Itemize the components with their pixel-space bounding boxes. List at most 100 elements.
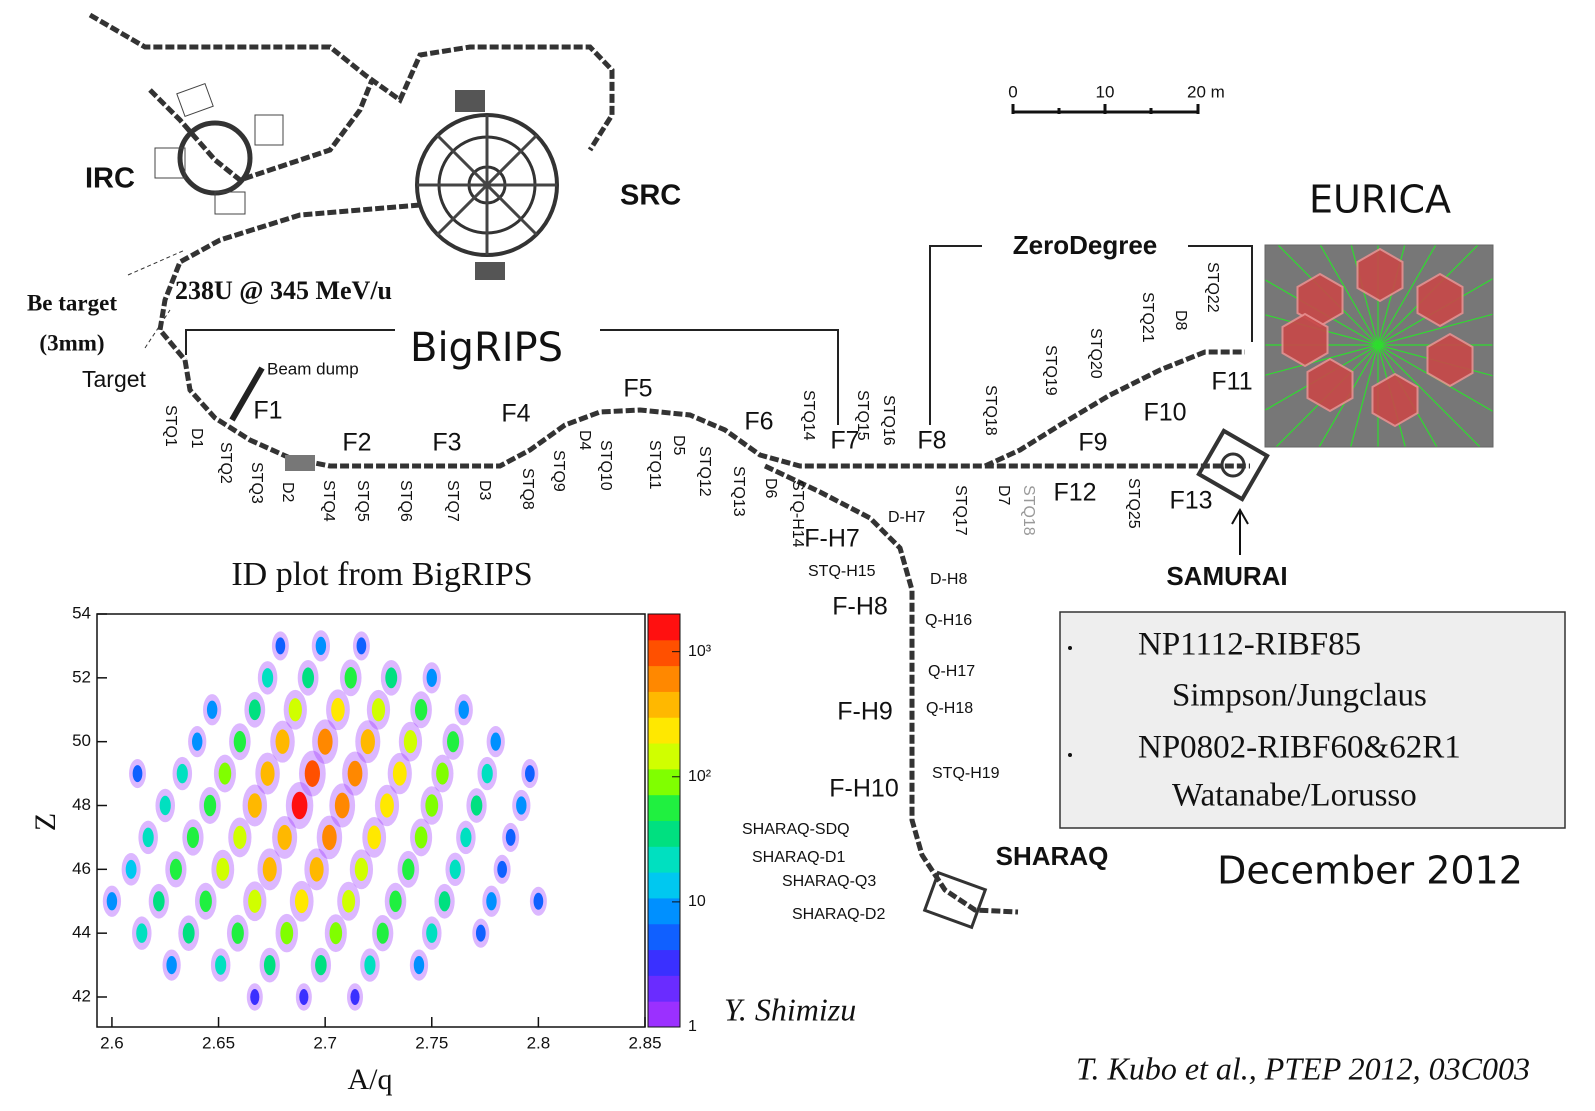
blob xyxy=(280,922,293,944)
y-tick-label: 52 xyxy=(72,667,91,686)
blob xyxy=(393,761,407,785)
blob xyxy=(263,857,277,882)
blob xyxy=(299,989,308,1005)
y-tick-label: 44 xyxy=(72,923,91,942)
blob xyxy=(345,667,357,689)
blob xyxy=(276,637,286,654)
blob xyxy=(318,729,333,755)
blob xyxy=(415,699,427,721)
blob xyxy=(310,857,324,882)
magnet-label: D7 xyxy=(995,485,1012,506)
magnet-label: D4 xyxy=(576,430,593,451)
experiment-people: Simpson/Jungclaus xyxy=(1172,678,1427,714)
magnet-label: STQ5 xyxy=(354,480,371,522)
colorbar-step xyxy=(648,872,680,898)
blob xyxy=(107,892,117,910)
magnet-label: STQ7 xyxy=(444,480,461,522)
magnet-label: SHARAQ-Q3 xyxy=(782,873,876,890)
blob xyxy=(389,890,401,912)
magnet-label: SHARAQ-SDQ xyxy=(742,821,850,838)
blob xyxy=(404,730,417,753)
irc-label: IRC xyxy=(85,163,135,195)
be-target-label: Be target xyxy=(27,290,117,315)
colorbar-step xyxy=(648,743,680,769)
y-tick-label: 50 xyxy=(72,731,91,750)
blob xyxy=(295,889,309,913)
colorbar-step xyxy=(648,640,680,666)
colorbar-tick-label: 10 xyxy=(688,893,706,910)
magnet-label: Q-H18 xyxy=(926,700,973,717)
magnet-label: D8 xyxy=(1172,310,1189,331)
magnet-label: STQ-H15 xyxy=(808,563,876,580)
colorbar-step xyxy=(648,769,680,795)
colorbar-step xyxy=(648,666,680,692)
sharaq-label: SHARAQ xyxy=(996,841,1109,871)
focal-plane-label: F6 xyxy=(744,408,773,436)
zerodegree-bracket xyxy=(930,246,982,425)
bullet xyxy=(1068,753,1072,757)
magnet-label: STQ8 xyxy=(519,468,536,510)
magnet-label: STQ4 xyxy=(320,480,337,522)
blob xyxy=(277,825,291,850)
focal-plane-label: F1 xyxy=(253,397,282,425)
blob xyxy=(342,890,355,913)
blob xyxy=(372,698,385,721)
blob xyxy=(136,923,147,943)
focal-plane-label: F4 xyxy=(501,400,530,428)
colorbar-step xyxy=(648,614,680,640)
magnet-label: STQ6 xyxy=(397,480,414,522)
focal-plane-label: F-H7 xyxy=(804,525,860,553)
scale-label: 0 xyxy=(1008,82,1017,101)
colorbar-step xyxy=(648,975,680,1001)
date: December 2012 xyxy=(1217,849,1523,893)
blob xyxy=(315,955,327,975)
blob xyxy=(133,765,143,782)
y-tick-label: 54 xyxy=(72,603,91,622)
x-axis-label: A/q xyxy=(348,1063,393,1096)
magnet-label: STQ18 xyxy=(982,385,999,436)
x-tick-label: 2.6 xyxy=(100,1033,124,1052)
blob xyxy=(322,825,337,850)
blob xyxy=(292,792,308,819)
blob xyxy=(331,698,345,722)
blob xyxy=(335,793,350,819)
blob xyxy=(219,763,232,785)
blob xyxy=(380,793,394,817)
scale-bar xyxy=(1013,104,1198,114)
y-axis-label: Z xyxy=(29,813,62,831)
colorbar-step xyxy=(648,1001,680,1027)
blob xyxy=(248,890,261,913)
blob xyxy=(350,989,359,1005)
magnet-label: STQ2 xyxy=(217,442,234,484)
blob xyxy=(233,826,246,849)
magnet-label: STQ19 xyxy=(1042,345,1059,396)
blob xyxy=(207,701,217,719)
blob xyxy=(486,892,496,910)
focal-plane-label: F5 xyxy=(623,375,652,403)
experiment-id: NP1112-RIBF85 xyxy=(1138,627,1361,663)
blob xyxy=(187,827,199,848)
magnet-label: STQ25 xyxy=(1125,478,1142,529)
credit: Y. Shimizu xyxy=(724,991,856,1027)
beam-label: 238U @ 345 MeV/u xyxy=(175,276,392,305)
magnet-label: Q-H16 xyxy=(925,612,972,629)
blob xyxy=(482,764,493,784)
focal-plane-label: F8 xyxy=(917,427,946,455)
x-tick-label: 2.85 xyxy=(628,1033,661,1052)
magnet-label: STQ12 xyxy=(696,446,713,497)
blob xyxy=(497,861,507,878)
y-tick-label: 46 xyxy=(72,859,91,878)
magnet-label: STQ3 xyxy=(248,462,265,504)
magnet-label: STQ20 xyxy=(1087,328,1104,379)
blob xyxy=(234,731,246,753)
colorbar-step xyxy=(648,821,680,847)
magnet-label: Q-H17 xyxy=(928,663,975,680)
blob xyxy=(361,729,375,754)
scale-label: 20 m xyxy=(1187,82,1225,101)
blob xyxy=(216,858,229,881)
focal-plane-label: F9 xyxy=(1078,429,1107,457)
blob xyxy=(261,761,275,786)
blob xyxy=(447,731,459,752)
scale-label: 10 xyxy=(1096,82,1115,101)
